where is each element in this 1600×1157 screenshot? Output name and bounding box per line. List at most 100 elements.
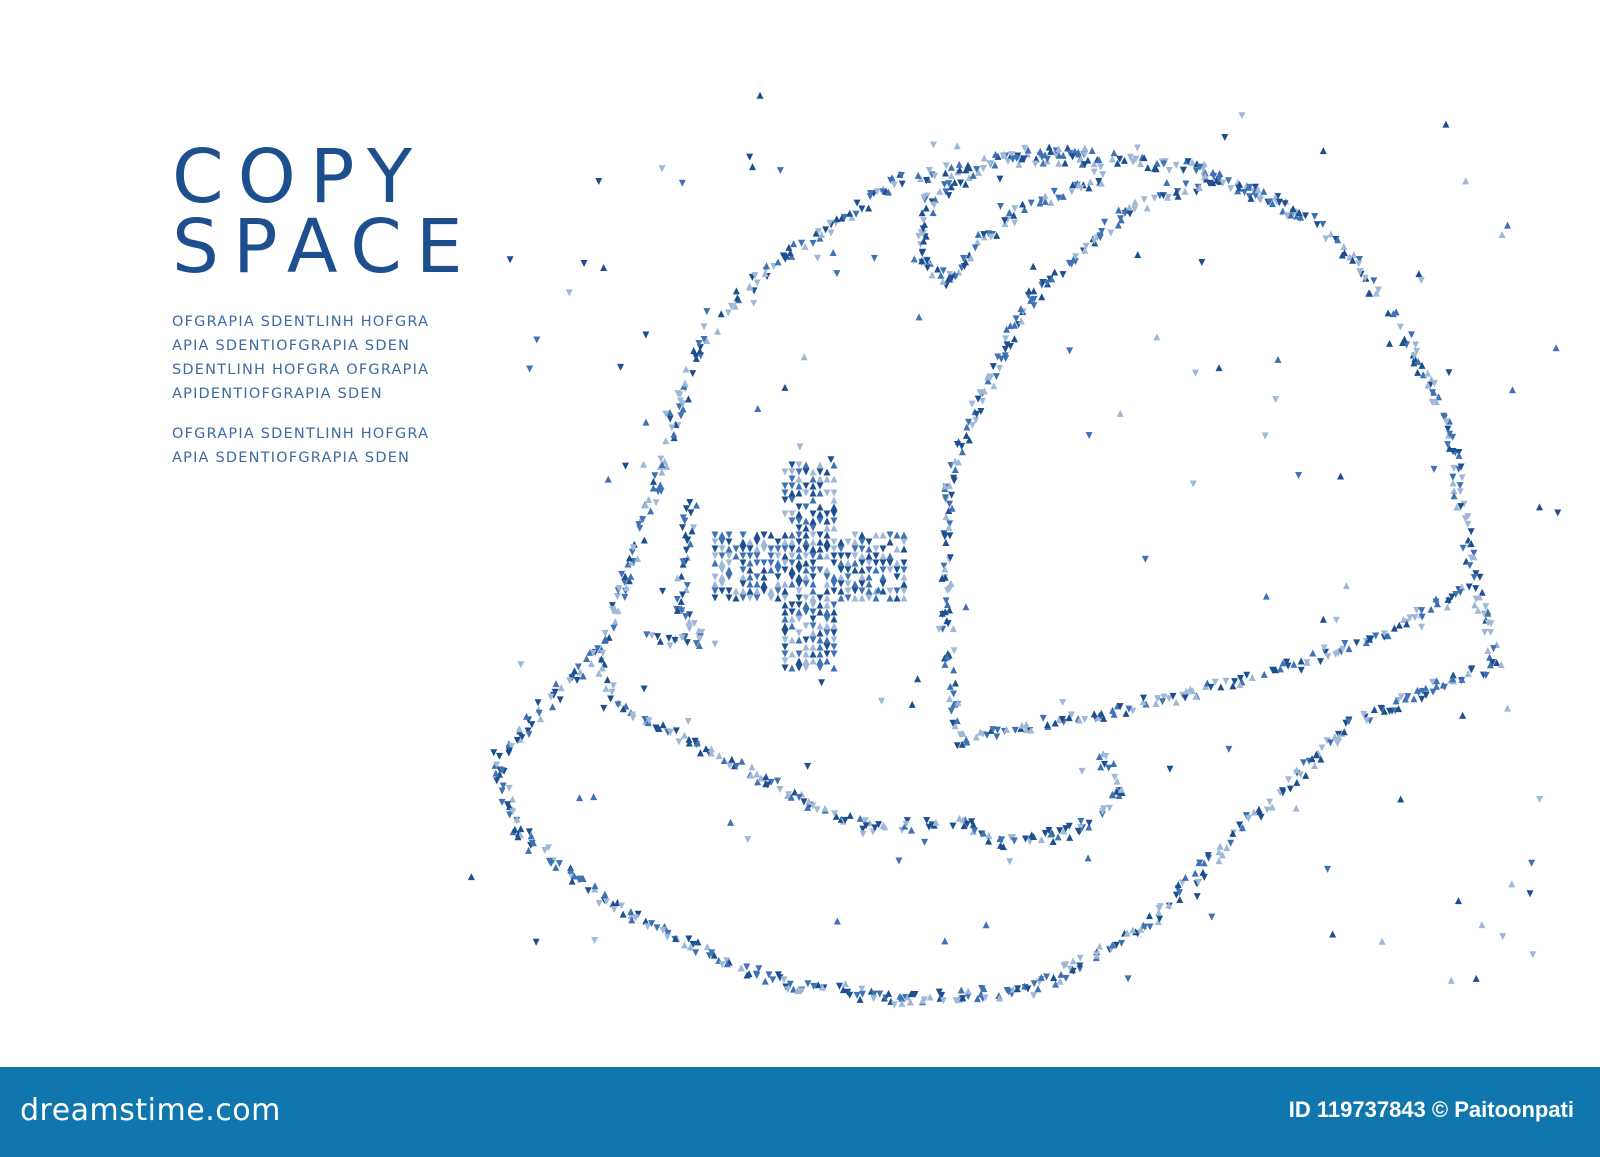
scatter-particle (1430, 465, 1438, 473)
cross-icon-tile (725, 538, 733, 546)
helmet-ridge-tile (1011, 321, 1019, 329)
helmet-brim-tile (856, 995, 864, 1003)
helmet-brim-tile (552, 863, 560, 871)
scatter-particle (962, 603, 970, 611)
cross-icon-tile (823, 573, 831, 581)
helmet-band-tile (1365, 635, 1373, 643)
helmet-band-tile (959, 729, 967, 737)
helmet-ridge-tile (984, 377, 992, 385)
helmet-rim-inner-tile (821, 804, 829, 812)
helmet-brim-tile (1380, 707, 1388, 715)
cross-icon-tile (816, 566, 824, 574)
cross-icon-tile (711, 552, 719, 560)
helmet-dome-tile (1120, 156, 1128, 164)
helmet-band-tile (1100, 714, 1108, 722)
helmet-dome-tile (1313, 221, 1321, 229)
helmet-side-tile (537, 715, 545, 723)
helmet-brim-tile (547, 859, 555, 867)
helmet-rim-inner-tile (1041, 829, 1049, 837)
helmet-dome-tile (1210, 172, 1218, 180)
cross-icon-tile (886, 594, 894, 602)
cross-icon-tile (767, 566, 775, 574)
cross-icon-tile (809, 510, 817, 518)
cross-icon-tile (844, 559, 852, 567)
cross-icon-tile (865, 552, 873, 560)
scatter-particle (1462, 177, 1470, 185)
helmet-brim-tile (648, 920, 656, 928)
cross-icon-tile (753, 594, 761, 602)
cross-icon-tile (809, 524, 817, 532)
cross-icon-tile (760, 566, 768, 574)
helmet-side-left-tile (682, 586, 690, 594)
helmet-top-notch-tile (939, 267, 947, 275)
helmet-dome-tile (1470, 549, 1478, 557)
helmet-brim-tile (1334, 739, 1342, 747)
cross-icon-tile (830, 601, 838, 609)
helmet-band-tile (1160, 693, 1168, 701)
helmet-illustration (467, 91, 1562, 1009)
helmet-brim-tile (981, 994, 989, 1002)
cross-icon-tile (802, 482, 810, 490)
helmet-side-tile (611, 618, 619, 626)
helmet-brim-tile (835, 982, 843, 990)
helmet-rim-inner-tile (720, 756, 728, 764)
helmet-dome-tile (947, 163, 955, 171)
dreamstime-logo[interactable]: dreamstime.com (20, 1093, 281, 1128)
cross-icon-tile (844, 538, 852, 546)
helmet-ridge-tile (954, 699, 962, 707)
image-credit: ID 119737843 © Paitoonpati (1288, 1097, 1574, 1122)
helmet-rim-inner-tile (667, 728, 675, 736)
helmet-rim-inner-tile (1111, 773, 1119, 781)
cross-icon-tile (858, 580, 866, 588)
cross-icon-tile (844, 552, 852, 560)
helmet-brim-tile (1317, 755, 1325, 763)
helmet-brim-tile (890, 1001, 898, 1009)
cross-icon-tile (823, 538, 831, 546)
helmet-brim-tile (525, 846, 533, 854)
helmet-brim-tile (1296, 771, 1304, 779)
scatter-particle (1508, 880, 1516, 888)
helmet-brim-tile (911, 990, 919, 998)
helmet-side-left-tile (648, 632, 656, 640)
cross-icon-tile (858, 573, 866, 581)
cross-icon-tile (830, 573, 838, 581)
helmet-dome-tile (1327, 230, 1335, 238)
cross-icon-tile (781, 643, 789, 651)
helmet-ridge-tile (1174, 192, 1182, 200)
helmet-ridge-tile (1241, 188, 1249, 196)
helmet-brim-tile (1178, 879, 1186, 887)
scatter-particle (833, 917, 841, 925)
cross-icon-tile (753, 538, 761, 546)
helmet-top-notch-tile (928, 271, 936, 279)
helmet-dome-tile (1366, 289, 1374, 297)
helmet-ridge-tile (1150, 194, 1158, 202)
helmet-dome-tile (681, 379, 689, 387)
helmet-ridge-tile (945, 523, 953, 531)
helmet-dome-tile (700, 323, 708, 331)
helmet-dome-tile (1137, 159, 1145, 167)
cross-icon-tile (788, 545, 796, 553)
cross-icon-tile (830, 650, 838, 658)
scatter-particle (1499, 933, 1507, 941)
helmet-dome-tile (1418, 361, 1426, 369)
cross-icon-tile (760, 587, 768, 595)
helmet-brim-tile (1392, 697, 1400, 705)
helmet-brim-tile (663, 933, 671, 941)
helmet-band-tile (1433, 600, 1441, 608)
helmet-brim-tile (1034, 985, 1042, 993)
helmet-brim-tile (952, 997, 960, 1005)
helmet-ridge-tile (958, 442, 966, 450)
helmet-side-tile (523, 712, 531, 720)
helmet-top-notch-tile (973, 166, 981, 174)
helmet-band-tile (1055, 716, 1063, 724)
helmet-brim-tile (1013, 985, 1021, 993)
helmet-side-tile (528, 721, 536, 729)
helmet-brim-tile (896, 992, 904, 1000)
helmet-top-notch-tile (960, 263, 968, 271)
helmet-rim-inner-tile (748, 763, 756, 771)
helmet-rim-inner-tile (707, 749, 715, 757)
helmet-dome-tile (640, 536, 648, 544)
helmet-dome-tile (1450, 492, 1458, 500)
cross-icon-tile (739, 573, 747, 581)
helmet-brim-tile (1005, 988, 1013, 996)
